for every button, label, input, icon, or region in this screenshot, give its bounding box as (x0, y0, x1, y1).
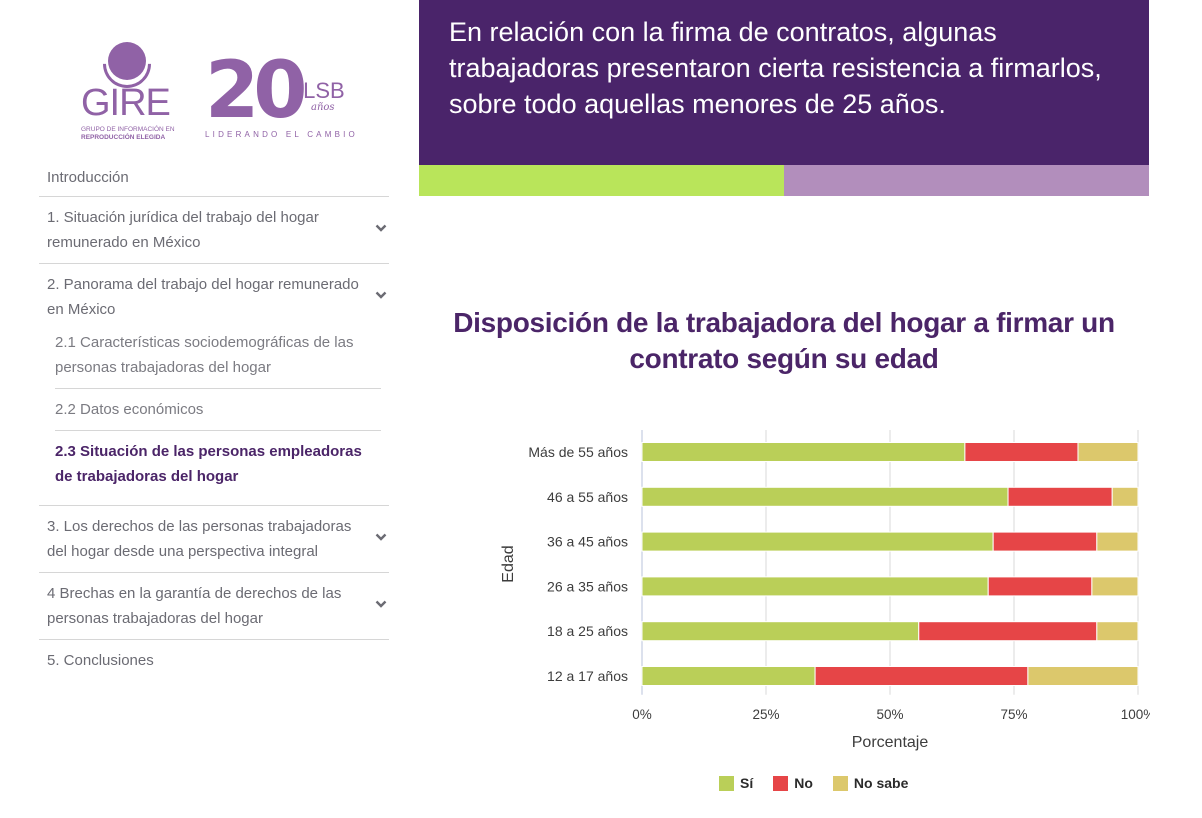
bar-segment-no-sabe[interactable] (1077, 442, 1139, 462)
nav-subitems: 2.1 Características sociodemográficas de… (39, 322, 389, 505)
nav-group-section-2: 2. Panorama del trabajo del hogar remune… (39, 264, 389, 506)
legend-swatch (719, 775, 734, 791)
gire-logo-word: GIRE (81, 82, 171, 124)
y-tick-label: Más de 55 años (528, 444, 628, 460)
y-axis-label: Edad (500, 545, 517, 582)
nav-subitem-2-1[interactable]: 2.1 Características sociodemográficas de… (55, 322, 381, 389)
bar-segment-no-sabe[interactable] (1111, 486, 1139, 507)
nav-item-label: 4 Brechas en la garantía de derechos de … (47, 585, 342, 627)
y-tick-label: 26 a 35 años (547, 578, 628, 594)
bar-segment-no-sabe[interactable] (1096, 531, 1139, 552)
nav-item-section-1[interactable]: 1. Situación jurídica del trabajo del ho… (39, 197, 389, 264)
nav-item-section-2[interactable]: 2. Panorama del trabajo del hogar remune… (39, 264, 389, 330)
legend-label: No sabe (853, 775, 909, 791)
bar-segment-s-[interactable] (641, 486, 1009, 507)
ilsb-logo-anos: años (311, 102, 335, 113)
y-tick-label: 36 a 45 años (547, 534, 628, 550)
legend-label: Sí (740, 775, 754, 791)
nav-subitem-label: 2.3 Situación de las personas empleadora… (55, 443, 362, 485)
logos: GIRE GRUPO DE INFORMACIÓN EN REPRODUCCIÓ… (81, 30, 381, 150)
table-of-contents: Introducción 1. Situación jurídica del t… (39, 160, 389, 679)
x-tick-label: 25% (752, 707, 779, 722)
gire-circle-icon (108, 42, 146, 80)
y-tick-label: 18 a 25 años (547, 623, 628, 639)
nav-subitem-label: 2.2 Datos económicos (55, 401, 204, 418)
chevron-down-icon[interactable] (375, 531, 387, 543)
nav-subitem-2-3-active[interactable]: 2.3 Situación de las personas empleadora… (55, 431, 381, 505)
chart-gridlines (641, 430, 1139, 695)
y-tick-label: 46 a 55 años (547, 489, 628, 505)
gire-logo-subtitle-1: GRUPO DE INFORMACIÓN EN (81, 126, 175, 133)
x-axis-label: Porcentaje (852, 734, 929, 751)
nav-subitem-2-2[interactable]: 2.2 Datos económicos (55, 389, 381, 431)
legend-item[interactable]: No (773, 775, 813, 791)
bar-segment-s-[interactable] (641, 621, 920, 642)
ilsb-logo-word: ILSB (297, 78, 345, 103)
legend-swatch (832, 775, 848, 791)
ilsb-logo-number: 20 (205, 46, 308, 136)
x-tick-label: 100% (1121, 707, 1150, 722)
ilsb-logo[interactable]: 20 ILSB años LIDERANDO EL CAMBIO (205, 46, 355, 148)
legend-swatch (773, 775, 789, 791)
bar-segment-s-[interactable] (641, 666, 816, 686)
nav-item-introduccion[interactable]: Introducción (39, 160, 389, 197)
bar-segment-no-sabe[interactable] (1027, 666, 1139, 686)
legend-label: No (794, 775, 813, 791)
bar-segment-s-[interactable] (641, 531, 994, 552)
chart-bars (641, 442, 1139, 686)
ilsb-logo-tagline: LIDERANDO EL CAMBIO (205, 130, 358, 139)
chart-legend: Sí No No sabe (719, 775, 928, 791)
bar-segment-no[interactable] (814, 666, 1029, 686)
legend-item[interactable]: No sabe (832, 775, 909, 791)
bar-segment-s-[interactable] (641, 442, 966, 462)
nav-subitem-label: 2.1 Características sociodemográficas de… (55, 334, 354, 376)
gire-logo-subtitle-2: REPRODUCCIÓN ELEGIDA (81, 134, 166, 141)
y-tick-labels: Más de 55 años 46 a 55 años 36 a 45 años 26… (528, 444, 628, 684)
chart-title: Disposición de la trabajadora del hogar … (453, 307, 1115, 374)
highlight-banner: En relación con la firma de contratos, a… (419, 0, 1149, 165)
banner-text: En relación con la firma de contratos, a… (449, 17, 1102, 119)
bar-segment-no-sabe[interactable] (1096, 621, 1139, 642)
nav-item-section-3[interactable]: 3. Los derechos de las personas trabajad… (39, 506, 389, 573)
chevron-down-icon[interactable] (375, 222, 387, 234)
gire-logo[interactable]: GIRE GRUPO DE INFORMACIÓN EN REPRODUCCIÓ… (81, 30, 181, 145)
nav-item-section-4[interactable]: 4 Brechas en la garantía de derechos de … (39, 573, 389, 640)
nav-item-conclusiones[interactable]: 5. Conclusiones (39, 640, 389, 679)
nav-item-label: 2. Panorama del trabajo del hogar remune… (47, 276, 359, 318)
chevron-down-icon[interactable] (375, 598, 387, 610)
bar-segment-no[interactable] (992, 531, 1098, 552)
bar-segment-s-[interactable] (641, 576, 989, 597)
x-tick-label: 75% (1000, 707, 1027, 722)
bar-segment-no[interactable] (964, 442, 1079, 462)
bar-segment-no[interactable] (918, 621, 1098, 642)
stacked-bar-chart: Más de 55 años 46 a 55 años 36 a 45 años 26… (500, 430, 1150, 751)
bar-segment-no[interactable] (987, 576, 1093, 597)
banner-stripe-purple (784, 165, 1149, 196)
x-tick-label: 50% (876, 707, 903, 722)
bar-segment-no[interactable] (1007, 486, 1113, 507)
nav-item-label: 1. Situación jurídica del trabajo del ho… (47, 209, 319, 251)
x-tick-labels: 0% 25% 50% 75% 100% (632, 707, 1150, 722)
chevron-down-icon[interactable] (375, 289, 387, 301)
nav-item-label: 5. Conclusiones (47, 652, 154, 669)
x-tick-label: 0% (632, 707, 652, 722)
y-tick-label: 12 a 17 años (547, 668, 628, 684)
nav-item-label: 3. Los derechos de las personas trabajad… (47, 518, 352, 560)
banner-stripe-green (419, 165, 784, 196)
nav-item-label: Introducción (47, 169, 129, 186)
legend-item[interactable]: Sí (719, 775, 753, 791)
bar-segment-no-sabe[interactable] (1091, 576, 1139, 597)
